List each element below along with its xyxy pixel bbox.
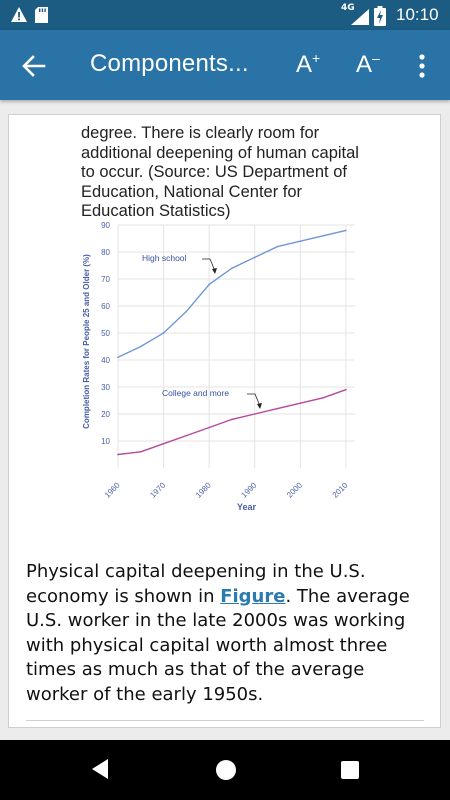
y-axis-label: Completion Rates for People 25 and Older… [82,254,91,429]
y-tick-label: 90 [101,221,110,230]
data-point [139,345,142,348]
y-tick-label: 10 [101,437,110,446]
data-point [162,332,165,334]
data-point [231,267,233,269]
back-arrow-icon[interactable] [20,52,48,80]
figure-link[interactable]: Figure [220,585,286,607]
x-tick-label: 1960 [103,480,122,499]
x-tick-label: 1970 [148,480,167,499]
y-tick-label: 50 [101,329,110,338]
chart-series [117,229,347,456]
data-point [299,402,302,404]
warning-icon [11,7,27,22]
series-line-high-school [117,229,347,358]
nav-recent-apps-icon[interactable] [340,760,360,780]
figure-caption: degree. There is clearly room for additi… [81,124,359,220]
status-bar: 4G 10:10 [0,0,450,30]
font-decrease-sign: – [372,50,380,66]
arrow-head [257,403,262,409]
series-line-college [117,389,347,456]
x-tick-label: 1990 [239,480,258,499]
chart-labels: High school College and more [142,253,262,409]
data-point [208,426,210,429]
y-tick-label: 40 [101,356,110,365]
font-decrease-letter: A [356,51,373,78]
more-vert-icon[interactable] [412,52,432,80]
data-point [299,240,302,242]
data-point [253,413,256,415]
x-tick-label: 1980 [194,480,213,499]
font-increase-button[interactable]: A+ [296,50,320,79]
sd-card-icon [35,7,48,23]
x-tick-label: 2010 [331,480,350,499]
data-point [322,397,324,399]
body-paragraph: Physical capital deepening in the U.S. e… [26,560,426,707]
data-point [139,451,142,453]
annotation-arrow [202,258,216,272]
chart-grid [117,224,355,468]
data-point [185,434,188,437]
arrow-head [212,268,217,274]
battery-charging-icon [374,6,386,26]
navigation-bar [0,740,450,800]
data-point [185,310,188,313]
x-axis-label: Year [237,502,257,512]
data-point [322,235,324,237]
y-tick-label: 20 [101,410,110,419]
y-tick-label: 60 [101,302,110,311]
figure-frame [73,120,371,516]
data-point [208,283,210,286]
data-point [276,407,279,410]
annotation-arrow [247,393,261,407]
y-tick-label: 70 [101,275,110,284]
app-bar: Components... A+ A– [0,30,450,100]
section-divider [26,720,424,721]
data-point [253,256,256,259]
completion-rates-chart: 10 20 30 40 50 60 70 80 90 1960 1970 1980 1990 2000 20… [82,221,355,512]
chart-axes: 10 20 30 40 50 60 70 80 90 1960 1970 1980 1990 2000 20… [82,221,350,512]
data-point [162,442,165,445]
data-point [276,245,279,248]
page-title: Components... [90,50,249,77]
body-text-end: . The average U.S. worker in the late 20… [26,585,410,705]
y-tick-label: 80 [101,248,110,257]
network-type: 4G [341,3,355,13]
data-point [117,453,119,456]
nav-home-icon[interactable] [215,759,237,781]
y-tick-label: 30 [101,383,110,392]
font-increase-sign: + [312,50,321,66]
data-point [231,418,233,421]
signal-icon [351,9,369,25]
body-text-start: Physical capital deepening in the U.S. e… [26,561,366,607]
series-label: College and more [162,388,229,398]
data-point [345,388,347,391]
font-decrease-button[interactable]: A– [356,50,380,79]
nav-back-icon[interactable] [90,758,110,780]
series-label: High school [142,253,187,263]
x-tick-label: 2000 [285,480,304,499]
data-point [345,229,347,232]
clock: 10:10 [396,5,439,24]
data-point [117,356,119,359]
font-increase-letter: A [296,51,313,78]
